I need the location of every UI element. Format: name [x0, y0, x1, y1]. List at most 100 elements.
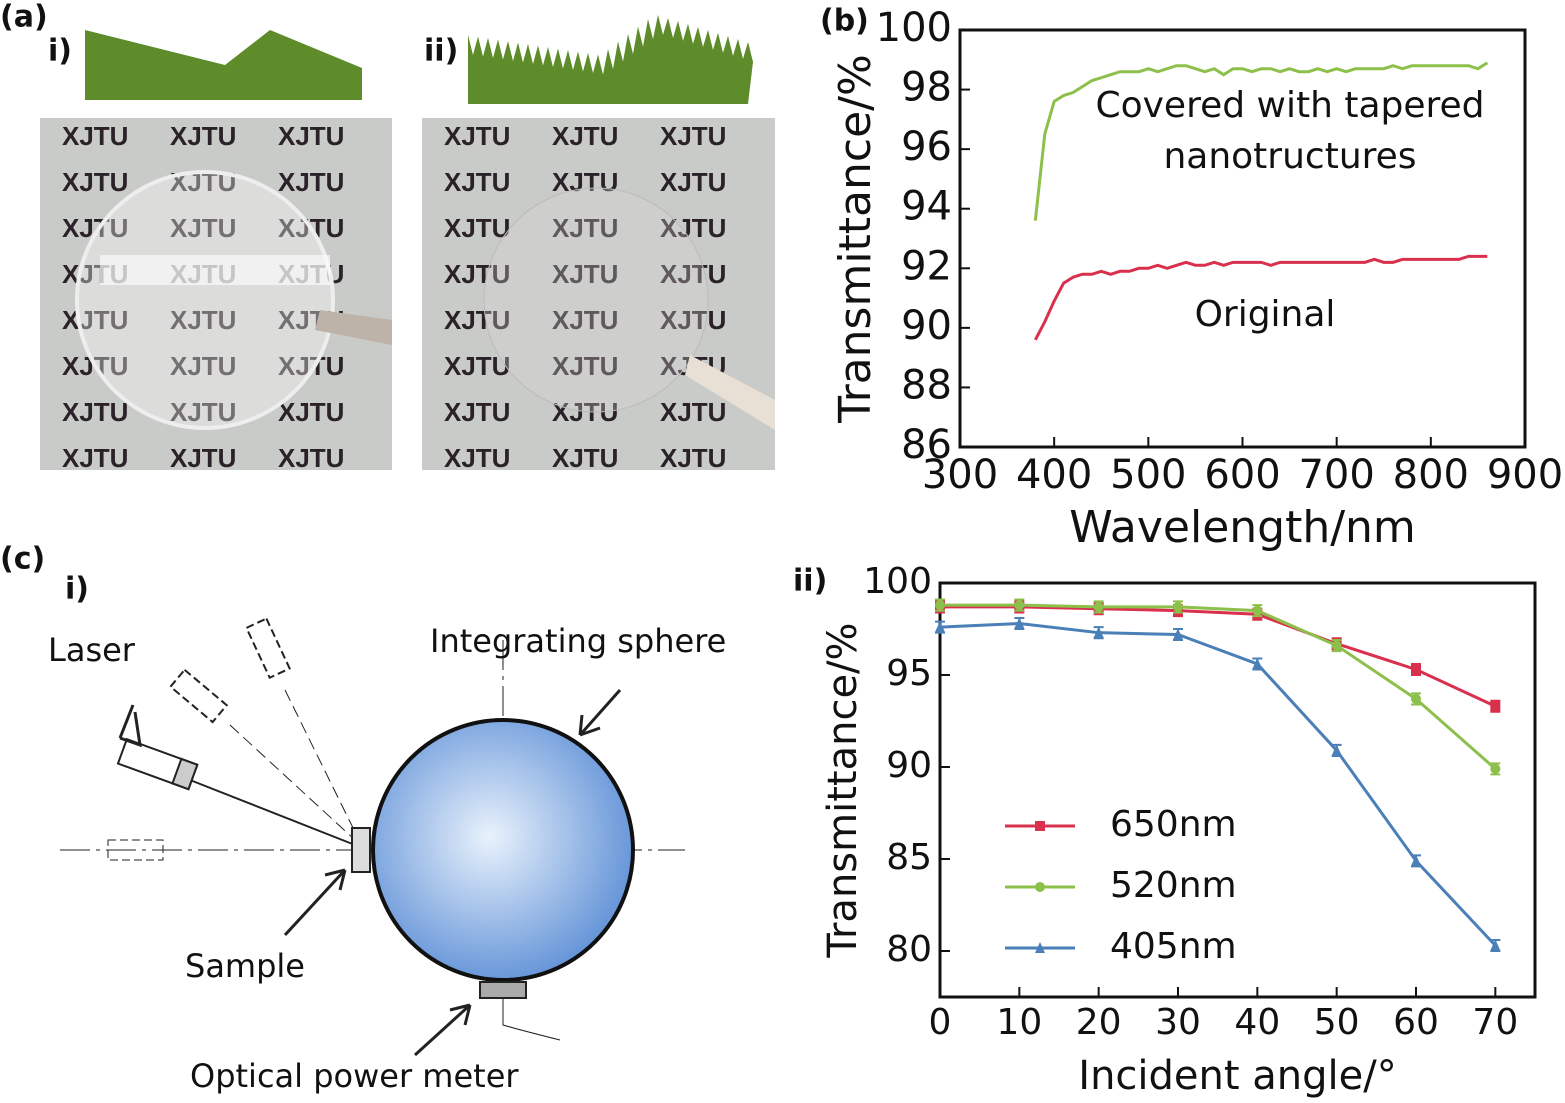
photo-text: XJTU	[444, 121, 510, 151]
photo-text: XJTU	[170, 397, 236, 427]
legend-marker	[1035, 942, 1045, 953]
marker	[1490, 763, 1501, 774]
photo-text: XJTU	[660, 121, 726, 151]
photo-text: XJTU	[278, 397, 344, 427]
photo-text: XJTU	[444, 305, 510, 335]
x-tick-label: 300	[922, 452, 998, 498]
profile-smooth	[85, 30, 362, 100]
y-axis-label: Transmittance/%	[820, 622, 866, 958]
series-line	[939, 621, 1497, 947]
x-tick-label: 20	[1076, 1002, 1122, 1043]
series-line	[1034, 254, 1488, 341]
annotation: Original	[1195, 294, 1336, 335]
x-tick-label: 50	[1314, 1002, 1360, 1043]
photo-text: XJTU	[552, 351, 618, 381]
marker	[1252, 657, 1263, 669]
series-line	[940, 603, 1497, 770]
photo-text: XJTU	[170, 213, 236, 243]
marker	[1093, 601, 1104, 612]
photo-text: XJTU	[278, 443, 344, 473]
y-tick-label: 94	[901, 184, 952, 230]
marker	[1411, 664, 1421, 675]
sub-label: i)	[48, 34, 72, 69]
photo-text: XJTU	[278, 121, 344, 151]
photo-text: XJTU	[62, 443, 128, 473]
marker	[1093, 626, 1104, 638]
y-tick-label: 90	[901, 303, 952, 349]
photo-text: XJTU	[660, 167, 726, 197]
photo-text: XJTU	[444, 167, 510, 197]
panel-label: (b)	[820, 4, 869, 39]
panel-label: (a)	[0, 0, 48, 35]
series-line	[940, 605, 1496, 708]
y-tick-label: 100	[876, 5, 952, 51]
y-tick-label: 88	[901, 362, 952, 408]
plot-frame	[938, 581, 1537, 999]
x-tick-label: 900	[1487, 452, 1563, 498]
lens	[75, 170, 335, 430]
x-tick-label: 10	[996, 1002, 1042, 1043]
photo-text: XJTU	[660, 213, 726, 243]
photo-text: XJTU	[170, 351, 236, 381]
photo-text: XJTU	[552, 259, 618, 289]
x-tick-label: 60	[1393, 1002, 1439, 1043]
photo-text: XJTU	[170, 121, 236, 151]
x-tick-label: 40	[1234, 1002, 1280, 1043]
marker	[1252, 605, 1263, 616]
x-tick-label: 500	[1110, 452, 1186, 498]
y-tick-label: 86	[901, 422, 952, 468]
tweezer	[315, 310, 392, 345]
x-tick-label: 0	[929, 1002, 952, 1043]
x-tick-label: 70	[1472, 1002, 1518, 1043]
x-tick-label: 800	[1393, 452, 1469, 498]
y-tick-label: 85	[886, 837, 932, 878]
x-axis-label: Incident angle/°	[1078, 1053, 1396, 1099]
photo-text: XJTU	[278, 167, 344, 197]
panel-label: (c)	[0, 542, 45, 577]
x-tick-label: 600	[1204, 452, 1280, 498]
photo-text: XJTU	[62, 397, 128, 427]
marker	[935, 621, 945, 633]
y-tick-label: 96	[901, 124, 952, 170]
y-tick-label: 100	[863, 561, 932, 602]
photo-text: XJTU	[552, 121, 618, 151]
photo-text: XJTU	[170, 305, 236, 335]
x-axis-label: Wavelength/nm	[1069, 502, 1416, 553]
legend-label: 520nm	[1110, 865, 1237, 906]
sub-label: ii)	[424, 34, 458, 69]
legend-marker	[1035, 882, 1045, 892]
legend-label: 405nm	[1110, 926, 1237, 967]
marker	[1331, 744, 1342, 756]
x-tick-label: 700	[1298, 452, 1374, 498]
photo-text: XJTU	[660, 397, 726, 427]
diagram-label: Laser	[48, 631, 136, 669]
marker	[1014, 600, 1025, 611]
marker	[1490, 939, 1501, 951]
photo-text: XJTU	[444, 397, 510, 427]
legend-marker	[1035, 821, 1045, 831]
photo-text: XJTU	[552, 305, 618, 335]
sub-label: ii)	[793, 564, 827, 599]
photo-text: XJTU	[444, 259, 510, 289]
series-line	[1033, 61, 1489, 221]
y-tick-label: 95	[886, 653, 932, 694]
marker	[1173, 628, 1183, 640]
photo-text: XJTU	[660, 443, 726, 473]
tweezer	[685, 355, 775, 430]
diagram-label: Integrating sphere	[430, 622, 726, 660]
y-tick-label: 80	[886, 929, 932, 970]
photo-text: XJTU	[552, 443, 618, 473]
legend-label: 650nm	[1110, 804, 1237, 845]
marker	[1014, 617, 1025, 629]
photo-text: XJTU	[62, 305, 128, 335]
lens	[483, 187, 709, 413]
y-tick-label: 90	[886, 745, 932, 786]
marker	[935, 600, 945, 611]
x-tick-label: 400	[1016, 452, 1092, 498]
y-axis-label: Transmittance/%	[830, 54, 881, 424]
photo-texts: XJTU XJTU XJTU XJTU XJTU XJTU XJTU XJTU XJTU XJTU…	[62, 121, 726, 473]
photo-text: XJTU	[278, 351, 344, 381]
photo-text: XJTU	[444, 213, 510, 243]
profile-tapered	[468, 14, 753, 104]
